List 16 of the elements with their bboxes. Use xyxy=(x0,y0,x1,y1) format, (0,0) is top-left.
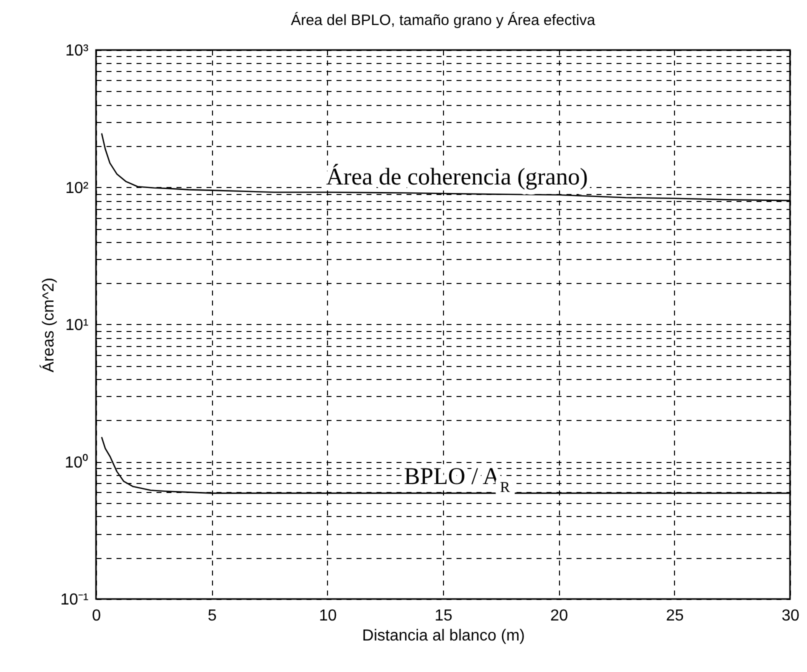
x-tick-label: 15 xyxy=(434,608,452,624)
x-tick-label: 20 xyxy=(550,608,568,624)
y-tick-label: 10⁻¹ xyxy=(60,592,88,608)
x-tick-label: 5 xyxy=(208,608,217,624)
y-tick-label: 10³ xyxy=(65,42,90,60)
x-axis-title: Distancia al blanco (m) xyxy=(362,628,525,644)
x-tick-label: 10 xyxy=(318,608,337,624)
y-axis-title: Áreas (cm^2) xyxy=(39,278,58,372)
x-tick-label: 0 xyxy=(92,608,102,624)
y-tick-label: 10² xyxy=(65,180,90,197)
x-tick-label: 30 xyxy=(782,608,800,624)
chart-title: Área del BPLO, tamaño grano y Área efectiva xyxy=(290,11,596,29)
series-label: Área de coherencia (grano) xyxy=(326,164,588,191)
x-tick-label: 25 xyxy=(666,608,684,624)
y-tick-label: 10⁰ xyxy=(64,453,88,472)
y-tick-label: 10¹ xyxy=(65,317,88,334)
